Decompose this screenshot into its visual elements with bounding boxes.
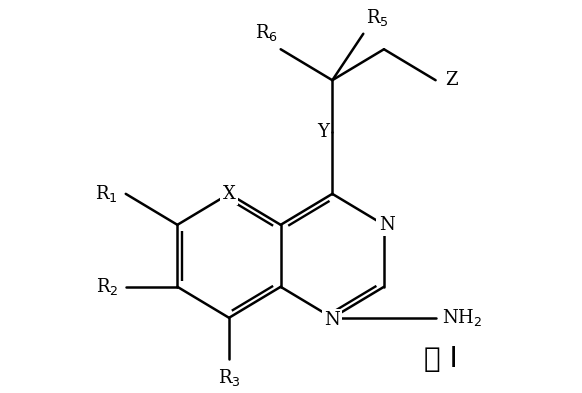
Text: Z: Z bbox=[445, 71, 457, 89]
Text: R$_2$: R$_2$ bbox=[95, 276, 118, 297]
Text: NH$_2$: NH$_2$ bbox=[442, 307, 482, 328]
Text: N: N bbox=[379, 216, 395, 234]
Text: X: X bbox=[222, 185, 236, 203]
Text: R$_1$: R$_1$ bbox=[95, 184, 118, 204]
Text: R$_6$: R$_6$ bbox=[255, 22, 278, 43]
Text: Y: Y bbox=[317, 123, 329, 141]
Text: N: N bbox=[324, 311, 340, 329]
Text: R$_3$: R$_3$ bbox=[218, 367, 240, 388]
Text: R$_5$: R$_5$ bbox=[366, 7, 389, 28]
Text: 式 I: 式 I bbox=[424, 345, 457, 373]
